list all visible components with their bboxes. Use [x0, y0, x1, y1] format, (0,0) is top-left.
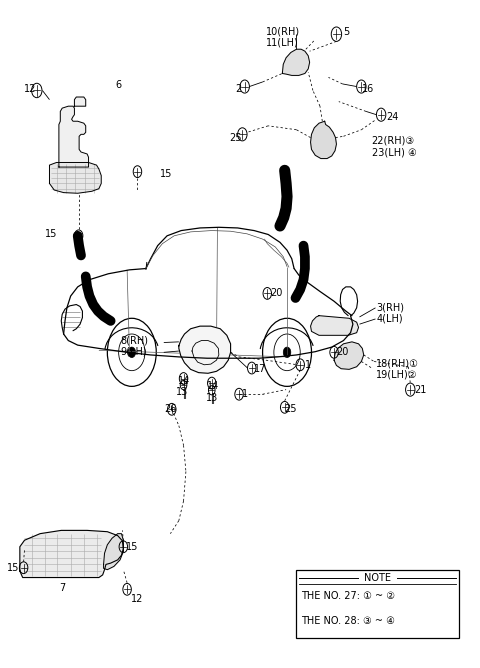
Text: 19(LH)②: 19(LH)② — [375, 369, 417, 379]
Text: 9(LH): 9(LH) — [120, 347, 147, 357]
Polygon shape — [49, 162, 101, 193]
Text: 6: 6 — [115, 80, 121, 90]
Text: 15: 15 — [45, 230, 58, 240]
Text: 15: 15 — [126, 542, 139, 552]
Text: 18(RH)①: 18(RH)① — [375, 359, 419, 369]
Text: 2: 2 — [235, 84, 241, 94]
Text: 1: 1 — [305, 360, 311, 370]
Text: 16: 16 — [362, 84, 374, 94]
Text: 15: 15 — [160, 168, 172, 178]
Text: 14: 14 — [207, 381, 219, 391]
Polygon shape — [104, 534, 123, 570]
Text: 13: 13 — [176, 387, 188, 397]
Text: 4(LH): 4(LH) — [376, 314, 403, 324]
Text: 15: 15 — [7, 562, 19, 572]
Text: 8(RH): 8(RH) — [120, 335, 148, 345]
Polygon shape — [334, 342, 364, 369]
Polygon shape — [282, 49, 310, 75]
Text: THE NO. 27: ① ~ ②: THE NO. 27: ① ~ ② — [301, 591, 395, 601]
Text: 25: 25 — [229, 133, 242, 142]
Text: 17: 17 — [254, 363, 266, 373]
Text: 14: 14 — [178, 376, 190, 386]
Polygon shape — [311, 121, 336, 158]
Text: 5: 5 — [344, 27, 350, 37]
Text: 1: 1 — [242, 389, 249, 399]
Text: NOTE: NOTE — [364, 573, 391, 583]
Circle shape — [283, 347, 291, 357]
Polygon shape — [74, 97, 86, 106]
Polygon shape — [20, 530, 123, 578]
Text: 20: 20 — [271, 289, 283, 299]
Text: 12: 12 — [131, 594, 143, 604]
Text: 20: 20 — [336, 347, 349, 357]
Text: 11(LH): 11(LH) — [266, 37, 299, 47]
Circle shape — [293, 61, 298, 67]
Polygon shape — [179, 326, 230, 373]
Text: 10(RH): 10(RH) — [266, 27, 300, 37]
Text: 21: 21 — [414, 385, 426, 395]
Text: 23(LH) ④: 23(LH) ④ — [372, 147, 417, 157]
Polygon shape — [59, 106, 88, 167]
FancyBboxPatch shape — [297, 570, 459, 639]
Text: 25: 25 — [285, 404, 297, 414]
Text: THE NO. 28: ③ ~ ④: THE NO. 28: ③ ~ ④ — [301, 616, 395, 626]
Text: 26: 26 — [165, 404, 177, 414]
Text: 3(RH): 3(RH) — [376, 303, 405, 313]
Text: 13: 13 — [205, 393, 218, 403]
Text: 7: 7 — [59, 583, 65, 593]
Polygon shape — [311, 316, 359, 335]
Circle shape — [128, 347, 135, 357]
Text: 22(RH)③: 22(RH)③ — [372, 136, 415, 146]
Text: 24: 24 — [386, 112, 398, 122]
Text: 12: 12 — [24, 84, 36, 94]
